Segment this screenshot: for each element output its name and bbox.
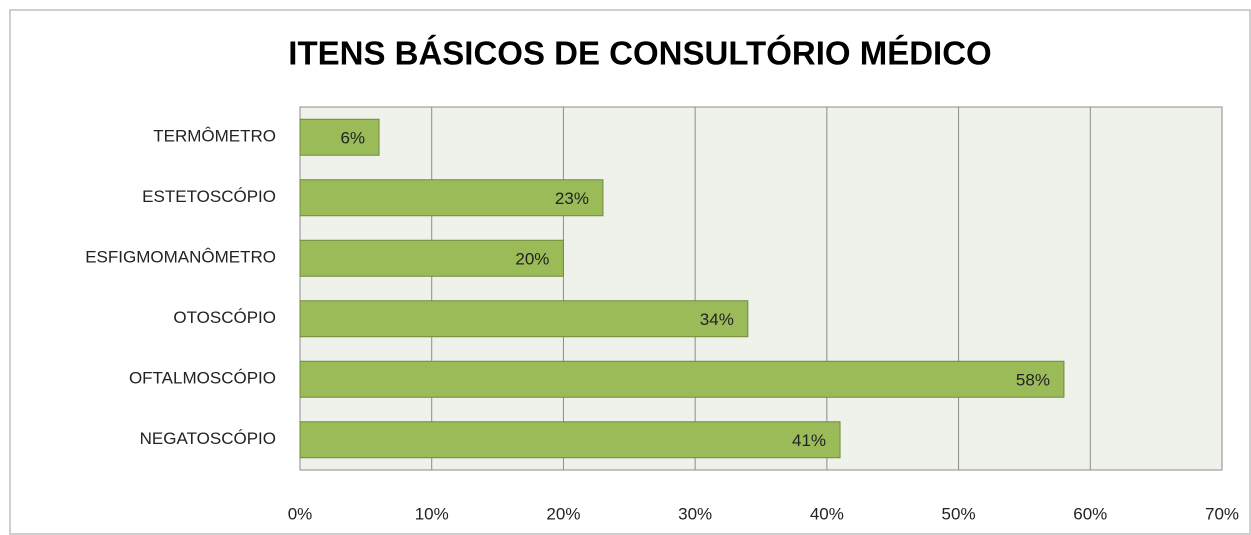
y-tick-label: OTOSCÓPIO [173, 308, 276, 327]
x-tick-label: 40% [810, 504, 844, 523]
data-label: 41% [792, 431, 826, 450]
plot-area [299, 106, 1223, 471]
data-label: 58% [1016, 371, 1050, 390]
x-tick-label: 10% [415, 504, 449, 523]
data-label: 6% [340, 129, 365, 148]
bar [299, 360, 1065, 398]
y-tick-label: OFTALMOSCÓPIO [129, 369, 276, 388]
data-label: 34% [700, 310, 734, 329]
bar [299, 179, 604, 217]
bar [299, 421, 841, 459]
x-tick-label: 60% [1073, 504, 1107, 523]
y-tick-label: TERMÔMETRO [153, 127, 276, 146]
bar [299, 239, 564, 277]
bar [299, 300, 749, 338]
data-label: 23% [555, 189, 589, 208]
x-tick-label: 0% [288, 504, 313, 523]
x-tick-label: 30% [678, 504, 712, 523]
y-tick-label: ESTETOSCÓPIO [142, 187, 276, 206]
data-label: 20% [515, 250, 549, 269]
x-tick-label: 20% [546, 504, 580, 523]
x-tick-label: 70% [1205, 504, 1239, 523]
x-tick-label: 50% [942, 504, 976, 523]
y-tick-label: NEGATOSCÓPIO [140, 429, 276, 448]
chart-title: ITENS BÁSICOS DE CONSULTÓRIO MÉDICO [288, 35, 991, 72]
bar [299, 118, 380, 156]
y-tick-label: ESFIGMOMANÔMETRO [85, 248, 276, 267]
